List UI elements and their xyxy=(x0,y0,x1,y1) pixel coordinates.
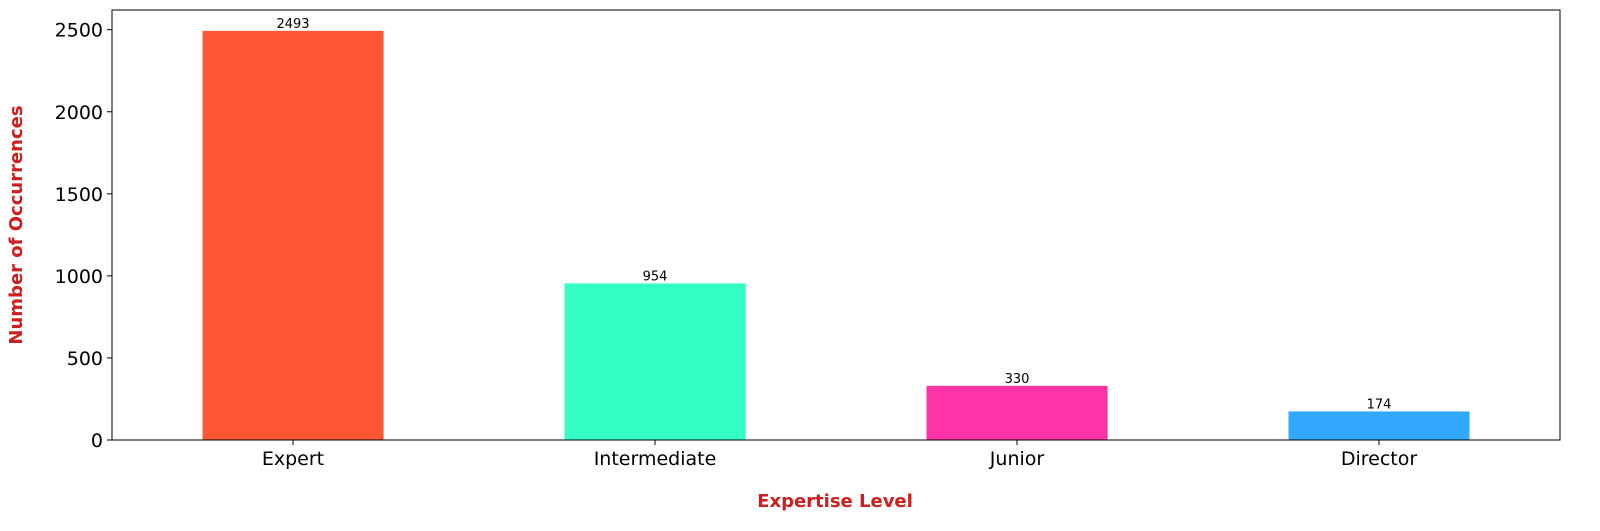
plot-frame xyxy=(111,9,1561,441)
y-tick-label: 0 xyxy=(91,430,103,452)
bar-intermediate xyxy=(564,283,746,440)
data-label-junior: 330 xyxy=(1005,372,1030,387)
bar-junior xyxy=(926,385,1108,440)
x-tick-label: Director xyxy=(1341,448,1418,470)
x-tick-label: Intermediate xyxy=(594,448,717,470)
y-tick-label: 1000 xyxy=(55,266,103,288)
x-axis-title: Expertise Level xyxy=(757,491,913,512)
bars-group xyxy=(202,30,1470,441)
data-label-director: 174 xyxy=(1367,397,1392,412)
y-axis-ticks: 0 500 1000 1500 2000 2500 xyxy=(55,20,112,452)
y-tick-label: 500 xyxy=(67,348,103,370)
data-labels-group: 2493 954 330 174 xyxy=(276,17,1391,413)
x-axis-ticks: Expert Intermediate Junior Director xyxy=(262,440,1417,470)
y-tick-label: 1500 xyxy=(55,184,103,206)
y-axis-title: Number of Occurrences xyxy=(6,105,27,344)
y-tick-label: 2000 xyxy=(55,102,103,124)
data-label-expert: 2493 xyxy=(276,17,309,32)
bar-director xyxy=(1288,411,1470,440)
x-tick-label: Junior xyxy=(989,448,1045,470)
y-tick-label: 2500 xyxy=(55,20,103,42)
x-tick-label: Expert xyxy=(262,448,324,470)
bar-expert xyxy=(202,30,384,441)
data-label-intermediate: 954 xyxy=(643,269,668,284)
